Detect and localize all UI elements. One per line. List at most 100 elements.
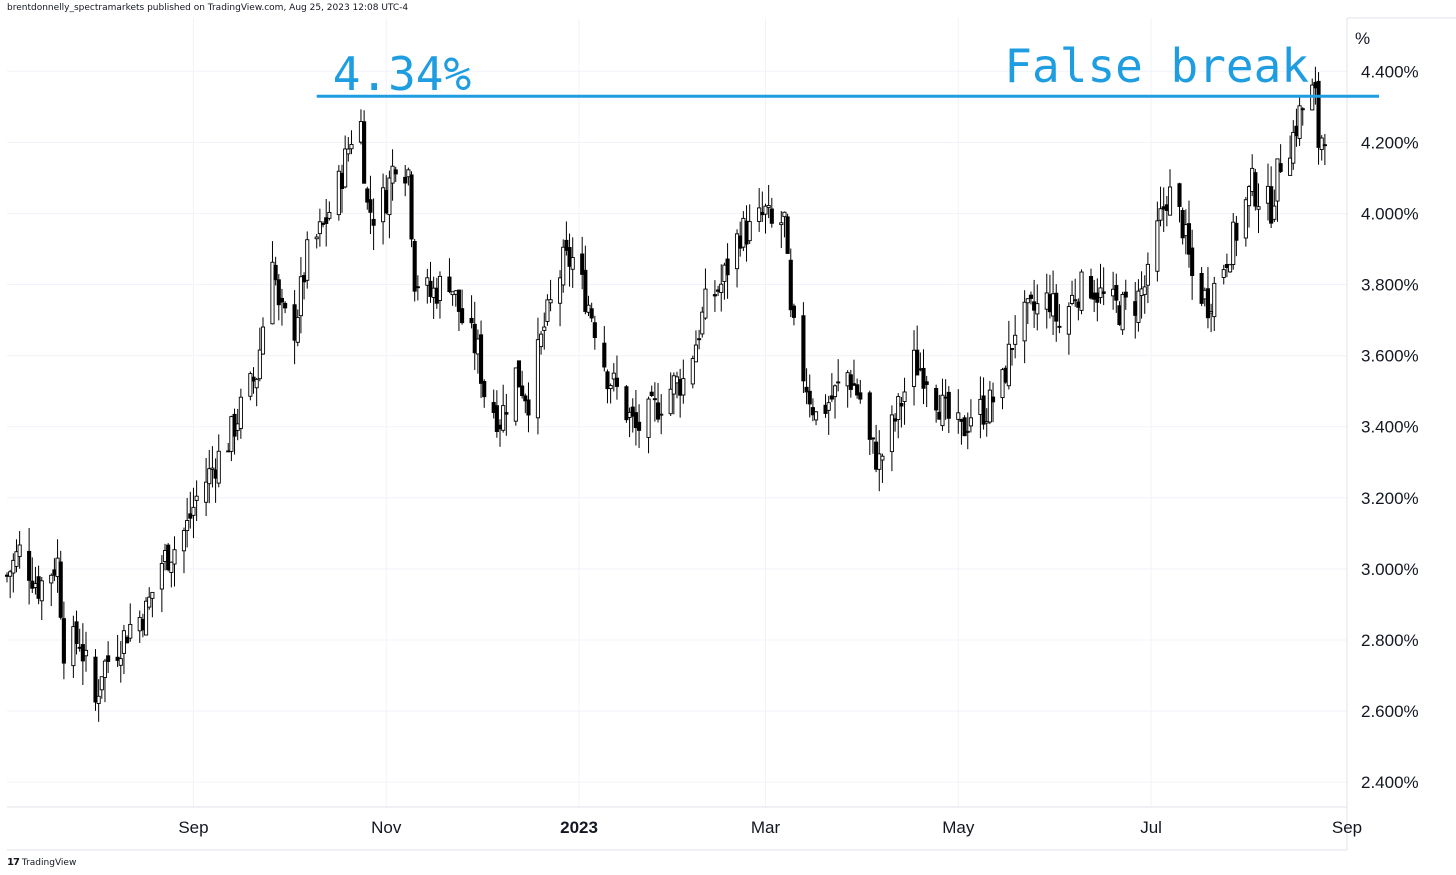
candle (415, 275, 420, 301)
candle (1054, 284, 1059, 342)
candle (1243, 196, 1248, 247)
x-tick-label: Nov (371, 818, 402, 837)
level-label: 4.34% (333, 47, 471, 101)
candle (188, 491, 193, 529)
candle (118, 641, 123, 683)
y-tick-label: 4.200% (1361, 133, 1419, 152)
candle (921, 349, 926, 405)
candle (1300, 107, 1305, 126)
time-scale[interactable]: Sep Nov 2023 Mar May Jul Sep (178, 818, 1362, 837)
candle (166, 543, 171, 572)
candle (899, 396, 904, 428)
candle (393, 166, 398, 183)
candle (482, 379, 487, 408)
candle (1272, 189, 1277, 223)
candle (447, 258, 452, 294)
candle (365, 186, 370, 210)
candle (826, 395, 831, 435)
candle (1199, 266, 1204, 307)
candle (1253, 168, 1258, 211)
candle (1145, 252, 1150, 304)
candle (14, 539, 19, 573)
candle (1098, 263, 1103, 304)
candle (712, 280, 717, 312)
candle (858, 379, 863, 404)
candle (867, 390, 872, 456)
chart-grid (7, 18, 1348, 807)
candle (185, 497, 190, 548)
candle (1180, 207, 1185, 245)
candle (1288, 135, 1293, 176)
candle (172, 536, 177, 587)
candle (810, 398, 815, 422)
candle (539, 330, 544, 355)
candle (769, 197, 774, 228)
candle (734, 229, 740, 288)
candle (1256, 183, 1261, 234)
candle (614, 355, 620, 400)
x-tick-label: Sep (178, 818, 208, 837)
price-scale[interactable]: 4.400% 4.200% 4.000% 3.800% 3.600% 3.400% 3.20… (1361, 62, 1419, 792)
candle (257, 327, 262, 382)
candle (254, 377, 259, 407)
candle (652, 382, 657, 422)
candle (836, 359, 841, 392)
candle (273, 256, 278, 286)
candle (456, 289, 461, 332)
candle (1035, 284, 1040, 331)
candle (150, 591, 155, 618)
candle (27, 528, 32, 605)
candle (1319, 135, 1324, 161)
candle (693, 330, 699, 363)
candle (1120, 291, 1125, 335)
candle (283, 301, 288, 314)
candle (779, 211, 784, 249)
candle (276, 274, 281, 321)
candle (1025, 298, 1030, 325)
candle (1158, 186, 1163, 227)
candle (523, 393, 528, 414)
candle (630, 398, 635, 433)
candle (61, 601, 66, 680)
candle (460, 289, 465, 325)
candle (633, 390, 638, 446)
candle (346, 137, 351, 162)
y-tick-label: 2.600% (1361, 702, 1419, 721)
candle (479, 320, 484, 399)
candle (946, 386, 951, 434)
candle (719, 264, 724, 312)
candle (96, 679, 101, 722)
candle (1221, 264, 1226, 285)
x-tick-label: Sep (1332, 818, 1362, 837)
candle (1212, 276, 1217, 331)
candle (968, 399, 973, 433)
candle (71, 615, 76, 678)
candle (1009, 347, 1015, 366)
y-tick-label: 4.000% (1361, 204, 1419, 223)
candle (807, 374, 812, 418)
y-tick-label: 4.400% (1361, 62, 1419, 81)
candle (605, 369, 610, 404)
candle (889, 405, 894, 472)
candle (349, 130, 354, 155)
x-tick-label: Jul (1140, 818, 1162, 837)
candle (194, 480, 199, 522)
candle (965, 412, 970, 450)
candle (1231, 213, 1236, 270)
candle (1155, 201, 1160, 282)
candle (1142, 275, 1147, 314)
candle (270, 241, 275, 325)
tradingview-logo-icon: 17 (7, 857, 20, 868)
y-tick-label: 3.800% (1361, 276, 1419, 295)
candle (295, 309, 300, 347)
candle (1123, 279, 1128, 310)
candle (390, 149, 395, 201)
candle (940, 378, 945, 431)
candle (317, 208, 322, 247)
candle (924, 375, 929, 408)
candle (1205, 267, 1210, 329)
x-tick-label: Mar (751, 818, 781, 837)
candle (403, 165, 408, 197)
y-tick-label: 3.200% (1361, 489, 1419, 508)
